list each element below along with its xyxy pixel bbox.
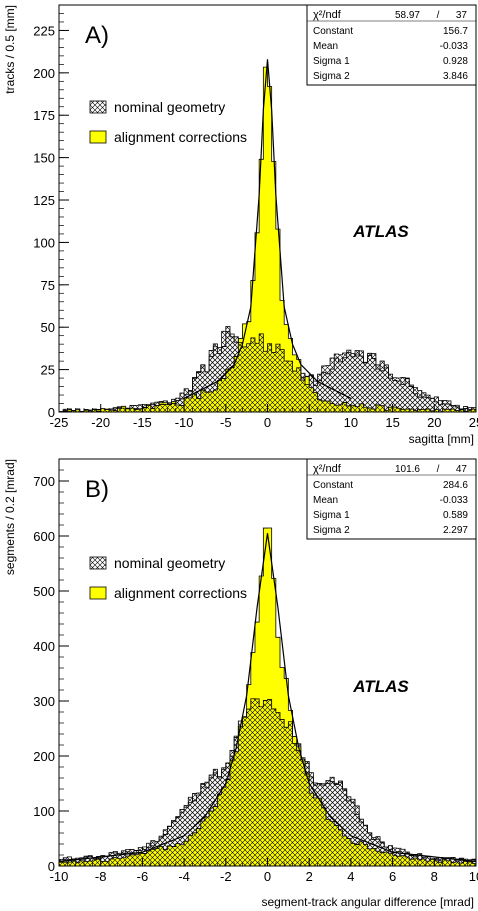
y-tick-label: 0 <box>48 859 55 874</box>
stats-chi2-value: 58.97 <box>395 10 420 21</box>
legend-swatch-crosshatch <box>89 100 107 114</box>
stats-row-name: Mean <box>313 41 338 52</box>
y-tick-label: 200 <box>33 749 55 764</box>
stats-chi2-separator: / <box>437 10 440 21</box>
y-tick-label: 175 <box>33 108 55 123</box>
x-tick-label: -15 <box>133 415 152 430</box>
stats-row-value: -0.033 <box>440 41 469 52</box>
y-tick-label: 25 <box>41 363 55 378</box>
legend-entry-label: nominal geometry <box>114 99 225 115</box>
stats-chi2-label: χ²/ndf <box>313 463 342 475</box>
stats-box-frame <box>306 4 477 86</box>
stats-row-name: Constant <box>313 480 353 491</box>
panel-label: B) <box>85 476 109 503</box>
legend-swatch-yellow <box>89 130 107 144</box>
stats-box: χ²/ndf 58.97 / 37 Constant 156.7 Mean -0.033 Sig… <box>306 4 477 86</box>
y-tick-label: 500 <box>33 584 55 599</box>
stats-chi2-label: χ²/ndf <box>313 9 342 21</box>
x-tick-label: -25 <box>50 415 69 430</box>
y-tick-label: 600 <box>33 529 55 544</box>
x-tick-label: 15 <box>385 415 399 430</box>
legend-entry-label: nominal geometry <box>114 555 225 571</box>
stats-ndf-value: 47 <box>456 464 468 475</box>
y-tick-label: 150 <box>33 151 55 166</box>
x-axis-label: segment-track angular difference [mrad] <box>261 895 474 909</box>
legend-entry-label: alignment corrections <box>114 129 247 145</box>
stats-row-value: -0.033 <box>440 495 469 506</box>
x-tick-label: -20 <box>91 415 110 430</box>
y-tick-label: 75 <box>41 278 55 293</box>
x-tick-label: 10 <box>469 869 478 884</box>
x-tick-label: 0 <box>264 415 271 430</box>
atlas-label: ATLAS <box>352 677 409 696</box>
histogram-nominal-geometry-overlay <box>58 326 477 413</box>
stats-row-name: Constant <box>313 26 353 37</box>
y-tick-label: 125 <box>33 193 55 208</box>
y-tick-label: 50 <box>41 320 55 335</box>
stats-row-value: 2.297 <box>443 525 468 536</box>
x-tick-label: 10 <box>344 415 358 430</box>
x-tick-label: -5 <box>220 415 232 430</box>
x-tick-label: -10 <box>175 415 194 430</box>
legend-swatch-crosshatch <box>89 556 107 570</box>
y-axis-label: tracks / 0.5 [mm] <box>3 5 17 94</box>
fit-curve <box>58 533 477 863</box>
x-tick-label: -10 <box>50 869 69 884</box>
x-tick-label: 20 <box>427 415 441 430</box>
legend-entry-label: alignment corrections <box>114 585 247 601</box>
y-tick-label: 200 <box>33 66 55 81</box>
stats-row-value: 284.6 <box>443 480 468 491</box>
x-tick-label: 0 <box>264 869 271 884</box>
panel-a-sagitta-histogram: -25 -20 -15 -10 -5 0 5 10 15 20 25 0 25 50 75 100 125 150… <box>3 4 478 446</box>
x-tick-label: 8 <box>431 869 438 884</box>
stats-box: χ²/ndf 101.6 / 47 Constant 284.6 Mean -0.033 Sig… <box>306 458 477 540</box>
stats-row-value: 3.846 <box>443 71 468 82</box>
x-tick-label: -6 <box>137 869 149 884</box>
stats-row-name: Mean <box>313 495 338 506</box>
x-axis-label: sagitta [mm] <box>409 432 474 446</box>
y-axis-label: segments / 0.2 [mrad] <box>3 459 17 575</box>
x-tick-label: -4 <box>178 869 190 884</box>
stats-ndf-value: 37 <box>456 10 468 21</box>
x-tick-label: 6 <box>389 869 396 884</box>
stats-row-value: 0.589 <box>443 510 468 521</box>
atlas-label: ATLAS <box>352 222 409 241</box>
x-tick-label: 5 <box>306 415 313 430</box>
stats-row-value: 0.928 <box>443 56 468 67</box>
stats-chi2-separator: / <box>437 464 440 475</box>
y-tick-label: 100 <box>33 804 55 819</box>
x-tick-label: 25 <box>469 415 478 430</box>
stats-row-name: Sigma 1 <box>313 56 350 67</box>
y-tick-label: 0 <box>48 405 55 420</box>
legend-swatch-yellow <box>89 586 107 600</box>
stats-box-frame <box>306 458 477 540</box>
y-tick-label: 300 <box>33 694 55 709</box>
stats-row-name: Sigma 2 <box>313 525 350 536</box>
x-tick-label: -2 <box>220 869 232 884</box>
stats-row-name: Sigma 2 <box>313 71 350 82</box>
stats-row-name: Sigma 1 <box>313 510 350 521</box>
y-tick-label: 100 <box>33 235 55 250</box>
stats-chi2-value: 101.6 <box>395 464 420 475</box>
panel-label: A) <box>85 22 109 49</box>
fit-curve <box>183 59 352 399</box>
stats-row-value: 156.7 <box>443 26 468 37</box>
y-tick-label: 700 <box>33 474 55 489</box>
y-tick-label: 400 <box>33 639 55 654</box>
x-tick-label: -8 <box>95 869 107 884</box>
y-tick-label: 225 <box>33 23 55 38</box>
panel-b-angular-difference-histogram: -10-8-6-4-202468100100200300400500600700… <box>3 458 478 909</box>
x-tick-label: 2 <box>306 869 313 884</box>
x-tick-label: 4 <box>347 869 354 884</box>
